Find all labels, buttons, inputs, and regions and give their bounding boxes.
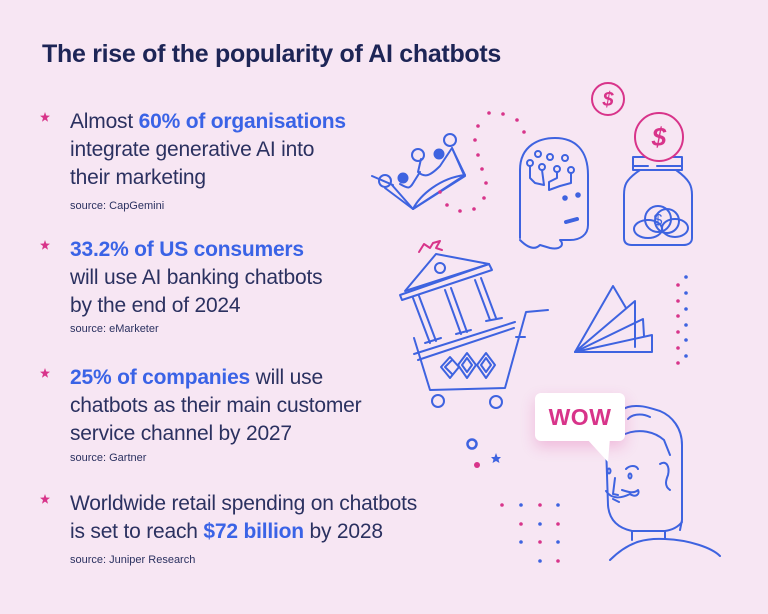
stat-text: 25% of companies will use chatbots as th… <box>70 366 362 445</box>
coin-icon: $ <box>634 112 684 162</box>
wow-speech-bubble: WOW <box>535 393 625 441</box>
dotted-column <box>676 275 688 365</box>
stat-source: source: eMarketer <box>70 323 159 335</box>
stat-source: source: Juniper Research <box>70 554 196 566</box>
stat-highlight: 25% of companies <box>70 366 251 389</box>
paper-fan-icon <box>574 285 653 353</box>
ai-head-icon <box>519 137 589 250</box>
star-bullet-icon <box>40 368 50 378</box>
stat-source: source: Gartner <box>70 452 147 464</box>
star-bullet-icon <box>40 494 50 504</box>
svg-text:$: $ <box>654 212 663 229</box>
stat-text: Worldwide retail spending on chatbots is… <box>70 492 418 543</box>
stat-text: 33.2% of US consumers will use AI bankin… <box>70 238 323 317</box>
dotted-arc <box>438 111 526 213</box>
speech-bubble-tail <box>586 438 610 462</box>
stat-highlight: 33.2% of US consumers <box>70 238 304 261</box>
dot-grid <box>500 503 560 563</box>
coin-icon: $ <box>591 82 625 116</box>
svg-text:$: $ <box>651 122 667 152</box>
stat-source: source: CapGemini <box>70 200 165 212</box>
stat-highlight: 60% of organisations <box>138 110 346 133</box>
decorations <box>466 438 501 468</box>
star-bullet-icon <box>40 240 50 250</box>
crown-icon <box>371 133 466 210</box>
bank-cart-icon <box>399 240 549 409</box>
money-jar-icon: $ <box>623 156 693 246</box>
stat-highlight: $72 billion <box>203 520 304 543</box>
page-title: The rise of the popularity of AI chatbot… <box>42 40 502 68</box>
star-bullet-icon <box>40 112 50 122</box>
stat-text: Almost 60% of organisations integrate ge… <box>70 110 346 189</box>
svg-text:$: $ <box>601 89 614 111</box>
